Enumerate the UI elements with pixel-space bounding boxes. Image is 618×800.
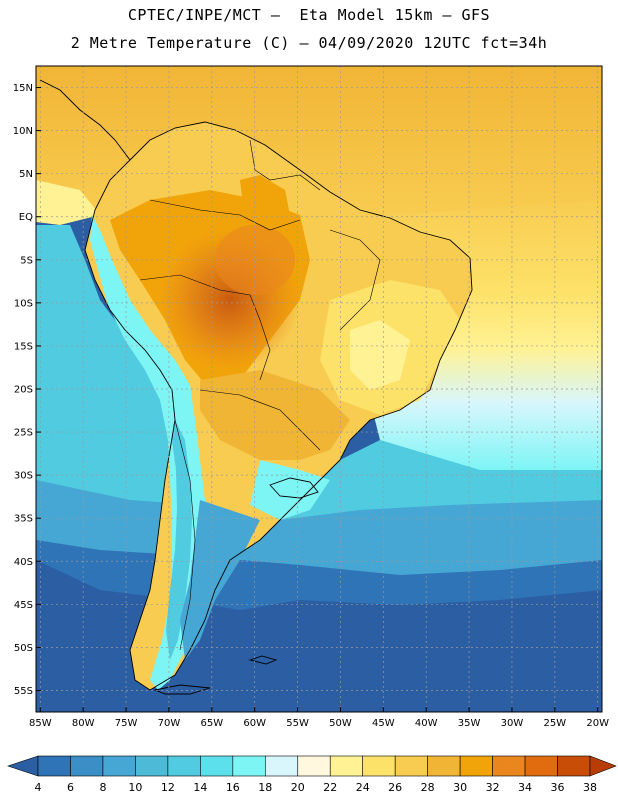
colorbar-label: 28 [421,781,435,794]
lat-tick-label: EQ [19,212,33,223]
lat-tick-label: 25S [14,428,33,439]
colorbar-swatch [102,755,136,777]
colorbar-swatch [264,755,299,777]
colorbar-swatch [70,755,104,777]
lat-tick-label: 20S [14,385,33,396]
lon-tick-label: 35W [458,718,481,729]
colorbar: 4 6 8 10 12 14 16 18 20 22 24 26 28 30 32 34 36 38 [7,755,617,794]
field-andes-core [166,420,192,660]
colorbar-swatch [557,755,591,777]
colorbar-label: 22 [323,781,337,794]
lat-lon-grid [36,66,602,712]
lat-tick-label: 55S [14,686,33,697]
lon-tick-label: 45W [372,718,395,729]
colorbar-swatch [492,755,526,777]
lon-tick-label: 85W [29,718,52,729]
lon-tick-label: 50W [329,718,352,729]
colorbar-label: 32 [486,781,500,794]
colorbar-label: 16 [226,781,240,794]
border-brazil-states [329,229,381,331]
colorbar-label: 18 [258,781,272,794]
lon-tick-label: 60W [243,718,266,729]
colorbar-label: 10 [128,781,142,794]
field-pacific-warm [36,180,100,225]
lat-tick-label: 5N [19,169,33,180]
lat-tick-label: 35S [14,514,33,525]
tierra-del-fuego [153,684,211,695]
colorbar-swatch [37,755,71,777]
lat-tick-label: 10S [14,298,33,309]
map-title-line-1: CPTEC/INPE/MCT – Eta Model 15km – GFS [127,6,491,24]
border-paraguay [199,389,321,451]
colorbar-label: 36 [551,781,565,794]
country-borders [139,139,381,651]
colorbar-arrow-high [589,755,617,777]
lon-tick-label: 70W [158,718,181,729]
lat-tick-label: 50S [14,643,33,654]
colorbar-label: 4 [35,781,42,794]
south-america-coast [84,121,473,691]
colorbar-arrow-low [7,755,39,777]
lon-tick-label: 40W [415,718,438,729]
colorbar-swatch [362,755,396,777]
border-chile-argentina [174,419,196,651]
colorbar-label: 6 [67,781,74,794]
lat-tick-label: 15S [14,341,33,352]
colorbar-swatch [200,755,234,777]
colorbar-label: 12 [161,781,175,794]
colorbar-swatch [232,755,266,777]
field-guiana [240,175,290,230]
lat-tick-label: 45S [14,600,33,611]
colorbar-label: 38 [583,781,597,794]
field-hotspot-north [215,225,295,295]
coastlines [39,79,473,695]
lat-tick-label: 40S [14,557,33,568]
colorbar-label: 8 [99,781,106,794]
field-chaco [200,370,350,460]
colorbar-swatch [167,755,201,777]
colorbar-label: 30 [453,781,467,794]
lon-tick-label: 75W [115,718,138,729]
field-highlands-cool [350,320,410,390]
border-guianas [249,139,321,191]
colorbar-label: 34 [518,781,532,794]
longitude-labels: 85W 80W 75W 70W 65W 60W 55W 50W 45W 40W 35W 30W 25W 2… [29,707,609,729]
central-america-coast [39,79,131,161]
lon-tick-label: 80W [72,718,95,729]
colorbar-swatch [297,755,331,777]
colorbar-label: 24 [356,781,370,794]
colorbar-swatch [524,755,558,777]
rio-de-la-plata [269,477,319,499]
colorbar-label: 14 [193,781,207,794]
border-north [149,199,301,231]
colorbar-swatch [394,755,428,777]
colorbar-swatch [329,755,364,777]
colorbar-swatch [459,755,493,777]
lat-tick-label: 5S [20,255,33,266]
lat-tick-label: 10N [13,126,33,137]
colorbar-swatch [427,755,461,777]
map-title-line-2: 2 Metre Temperature (C) – 04/09/2020 12U… [70,34,548,52]
lon-tick-label: 20W [586,718,609,729]
lon-tick-label: 55W [286,718,309,729]
field-pampas [250,460,330,520]
latitude-labels: 15N 10N 5N EQ 5S 10S 15S 20S 25S 30S 35S 40S 45S 50S 5… [13,83,41,697]
lon-tick-label: 25W [544,718,567,729]
colorbar-label: 26 [388,781,402,794]
colorbar-swatch [135,755,169,777]
lat-tick-label: 15N [13,83,33,94]
border-peru-bolivia-brazil [139,274,271,381]
field-atlantic [370,200,602,470]
lat-tick-label: 30S [14,471,33,482]
falklands [248,655,278,665]
colorbar-label: 20 [291,781,305,794]
lon-tick-label: 65W [200,718,223,729]
lon-tick-label: 30W [501,718,524,729]
